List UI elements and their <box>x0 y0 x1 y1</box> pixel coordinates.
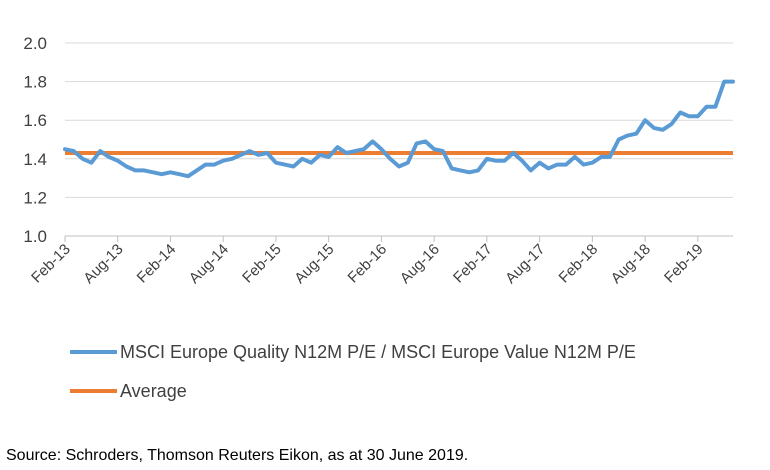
y-tick-label: 1.4 <box>23 150 47 169</box>
x-tick-label: Aug-17 <box>502 241 548 287</box>
legend-label: MSCI Europe Quality N12M P/E / MSCI Euro… <box>120 342 636 362</box>
legend-item-average: Average <box>70 381 187 401</box>
series-lines <box>63 79 735 179</box>
x-tick-label: Aug-13 <box>80 241 126 287</box>
y-tick-label: 2.0 <box>23 34 47 53</box>
x-tick-label: Aug-18 <box>608 241 654 287</box>
x-tick-label: Feb-15 <box>239 241 285 287</box>
x-tick-label: Feb-16 <box>345 241 391 287</box>
y-tick-label: 1.6 <box>23 111 47 130</box>
x-tick-label: Aug-16 <box>397 241 443 287</box>
legend-label: Average <box>120 381 187 401</box>
y-tick-label: 1.0 <box>23 227 47 246</box>
x-axis: Feb-13 Aug-13 Feb-14 Aug-14 Feb-15 Aug-15 Feb-… <box>28 235 733 287</box>
y-tick-label: 1.2 <box>23 188 47 207</box>
legend-item-quality-value-ratio: MSCI Europe Quality N12M P/E / MSCI Euro… <box>70 342 636 362</box>
y-tick-label: 1.8 <box>23 73 47 92</box>
line-chart: 1.01.21.41.61.82.0 Feb-13 Aug-13 Feb-14 Aug… <box>23 34 735 401</box>
x-tick-label: Feb-13 <box>28 241 74 287</box>
source-note: Source: Schroders, Thomson Reuters Eikon… <box>6 447 469 464</box>
x-tick-label: Feb-19 <box>661 241 707 287</box>
grid-lines <box>65 42 733 198</box>
x-tick-label: Feb-17 <box>450 241 496 287</box>
y-axis: 1.0 1.2 1.4 1.6 1.8 2.0 <box>23 34 47 246</box>
x-tick-label: Aug-14 <box>186 241 232 287</box>
series-quality-value-ratio-line <box>63 79 735 179</box>
x-tick-label: Feb-18 <box>556 241 602 287</box>
x-tick-label: Feb-14 <box>134 241 180 287</box>
legend: MSCI Europe Quality N12M P/E / MSCI Euro… <box>70 342 636 401</box>
x-tick-label: Aug-15 <box>291 241 337 287</box>
